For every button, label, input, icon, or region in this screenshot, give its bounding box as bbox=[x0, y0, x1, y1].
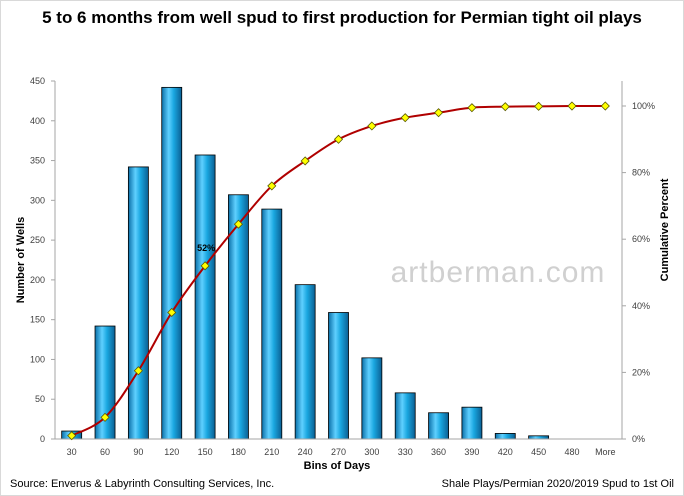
y-axis-label: Number of Wells bbox=[15, 217, 27, 304]
bar-240 bbox=[294, 284, 316, 440]
cumulative-point-450 bbox=[534, 101, 544, 111]
y2-tick-label: 40% bbox=[632, 301, 650, 311]
cumulative-point-More bbox=[600, 101, 610, 111]
bar-330 bbox=[394, 392, 416, 440]
y2-axis-label: Cumulative Percent bbox=[659, 178, 671, 281]
annotation-label: 52% bbox=[197, 243, 215, 253]
x-tick-label: 240 bbox=[298, 447, 313, 457]
y-tick-label: 300 bbox=[30, 195, 45, 205]
x-tick-label: 300 bbox=[364, 447, 379, 457]
y2-tick-label: 100% bbox=[632, 101, 655, 111]
x-tick-label: 270 bbox=[331, 447, 346, 457]
x-tick-label: 420 bbox=[498, 447, 513, 457]
x-tick-label: 210 bbox=[264, 447, 279, 457]
bar-90 bbox=[127, 166, 149, 440]
bar-series bbox=[61, 86, 550, 440]
cumulative-point-300 bbox=[367, 121, 377, 131]
file-note: Shale Plays/Permian 2020/2019 Spud to 1s… bbox=[441, 478, 674, 490]
cumulative-point-480 bbox=[567, 101, 577, 111]
x-tick-label: 120 bbox=[164, 447, 179, 457]
x-tick-label: 390 bbox=[464, 447, 479, 457]
bar-420 bbox=[494, 433, 516, 440]
y-tick-label: 350 bbox=[30, 156, 45, 166]
watermark: artberman.com bbox=[391, 256, 606, 289]
cumulative-point-60 bbox=[100, 412, 110, 422]
x-tick-label: 60 bbox=[100, 447, 110, 457]
y-tick-label: 0 bbox=[40, 434, 45, 444]
y-tick-label: 200 bbox=[30, 275, 45, 285]
source-note: Source: Enverus & Labyrinth Consulting S… bbox=[10, 478, 275, 490]
cumulative-point-90 bbox=[133, 366, 143, 376]
x-tick-label: 90 bbox=[133, 447, 143, 457]
x-axis-label: Bins of Days bbox=[304, 460, 371, 472]
x-tick-label: 360 bbox=[431, 447, 446, 457]
x-tick-label: 450 bbox=[531, 447, 546, 457]
cumulative-point-270 bbox=[333, 134, 344, 144]
y-tick-label: 400 bbox=[30, 116, 45, 126]
cumulative-point-330 bbox=[400, 113, 410, 123]
cumulative-line-series bbox=[67, 101, 610, 441]
cumulative-point-30 bbox=[67, 431, 77, 441]
bar-360 bbox=[428, 412, 449, 440]
y-tick-label: 250 bbox=[30, 235, 45, 245]
bar-390 bbox=[461, 406, 483, 440]
cumulative-point-150 bbox=[200, 261, 210, 271]
cumulative-point-180 bbox=[233, 219, 244, 229]
bar-210 bbox=[261, 208, 283, 440]
bar-150 bbox=[194, 154, 216, 440]
y2-tick-label: 80% bbox=[632, 168, 650, 178]
bar-270 bbox=[328, 312, 349, 440]
chart-title: 5 to 6 months from well spud to first pr… bbox=[42, 8, 642, 27]
bar-120 bbox=[161, 86, 183, 440]
cumulative-point-360 bbox=[433, 108, 444, 118]
axes bbox=[51, 80, 626, 440]
x-tick-label: 330 bbox=[398, 447, 413, 457]
y2-tick-label: 20% bbox=[632, 367, 650, 377]
cumulative-point-420 bbox=[500, 102, 510, 112]
x-tick-label: 180 bbox=[231, 447, 246, 457]
x-tick-label: 150 bbox=[198, 447, 213, 457]
y2-tick-label: 0% bbox=[632, 434, 645, 444]
cumulative-point-120 bbox=[167, 307, 177, 318]
cumulative-point-390 bbox=[467, 103, 477, 113]
x-tick-label: More bbox=[595, 447, 616, 457]
y-tick-label: 50 bbox=[35, 394, 45, 404]
y-tick-label: 100 bbox=[30, 354, 45, 364]
tick-labels: 0 50 100 150 200 250 300 350 400 450 0% 20% 40% 60% 80… bbox=[30, 76, 655, 457]
bar-300 bbox=[361, 357, 383, 440]
y-tick-label: 450 bbox=[30, 76, 45, 86]
y-tick-label: 150 bbox=[30, 315, 45, 325]
cumulative-point-210 bbox=[267, 181, 277, 191]
y2-tick-label: 60% bbox=[632, 234, 650, 244]
x-tick-label: 480 bbox=[564, 447, 579, 457]
cumulative-point-240 bbox=[300, 156, 310, 166]
x-tick-label: 30 bbox=[67, 447, 77, 457]
